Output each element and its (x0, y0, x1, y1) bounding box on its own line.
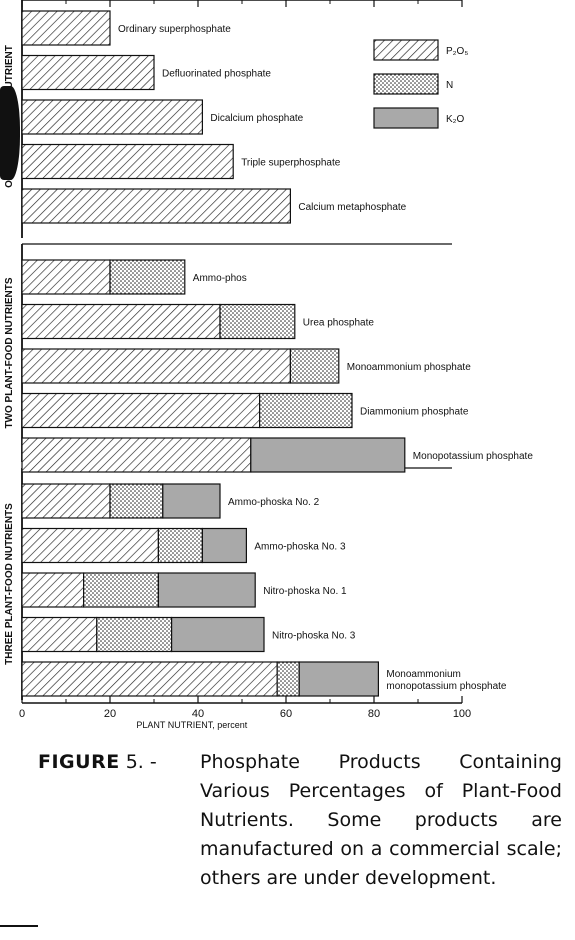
bar-label-ammo-phos: Ammo-phos (193, 273, 247, 284)
legend-label-p2o5: P₂O₅ (446, 46, 468, 57)
bar-segment-k2o (157, 572, 256, 608)
bar-label-ammo-phoska-no-2: Ammo-phoska No. 2 (228, 497, 320, 508)
bars: Ordinary superphosphate Defluorinated pho… (21, 10, 534, 697)
bar-segment-p2o5 (21, 259, 111, 295)
bar-segment-n (289, 348, 340, 384)
bar-segment-n (109, 259, 186, 295)
bar-label-dicalcium-phosphate: Dicalcium phosphate (210, 113, 303, 124)
bar-segment-p2o5 (21, 437, 252, 473)
bar-segment-p2o5 (21, 392, 261, 429)
stacked-bar-chart: ONE PLANT-FOOD NUTRIENTTWO PLANT-FOOD NU… (4, 0, 534, 730)
ink-blot (0, 86, 20, 180)
bar-segment-n (276, 661, 300, 697)
bar-label-monoammonium-monopotassium-phosphate: Monoammonium monopotassium phosphate (386, 669, 507, 692)
x-tick-label: 20 (104, 708, 116, 720)
bar-label-urea-phosphate: Urea phosphate (303, 318, 375, 329)
footer-rule (0, 925, 38, 927)
bar-segment-p2o5 (21, 143, 234, 180)
bar-segment-p2o5 (21, 661, 278, 697)
x-axis-title: PLANT NUTRIENT, percent (136, 720, 247, 730)
bar-label-ammo-phoska-no-3: Ammo-phoska No. 3 (254, 542, 346, 553)
bar-segment-n (96, 616, 173, 653)
bar-label-calcium-metaphosphate: Calcium metaphosphate (298, 202, 406, 213)
legend: P₂O₅ N K₂O (373, 39, 468, 129)
caption-figure-label: FIGURE (38, 751, 120, 773)
bar-segment-n (219, 303, 296, 340)
bar-label-triple-superphosphate: Triple superphosphate (241, 158, 341, 169)
bar-segment-n (259, 392, 353, 429)
bar-segment-n (157, 527, 203, 564)
legend-label-n: N (446, 80, 453, 91)
bar-segment-p2o5 (21, 348, 291, 384)
caption-text: Phosphate Products Containing Various Pe… (200, 751, 562, 889)
x-tick-label: 40 (192, 708, 204, 720)
caption-figure-number: 5. - (125, 751, 157, 773)
x-tick-label: 100 (453, 708, 471, 720)
bar-segment-p2o5 (21, 616, 98, 653)
bar-segment-k2o (201, 527, 247, 564)
bar-segment-p2o5 (21, 572, 85, 608)
caption-head: FIGURE 5. - (38, 748, 157, 777)
bar-segment-p2o5 (21, 10, 111, 46)
bar-segment-p2o5 (21, 303, 221, 340)
bar-segment-k2o (298, 661, 380, 697)
bar-segment-p2o5 (21, 483, 111, 519)
bar-segment-p2o5 (21, 99, 203, 135)
bar-label-monopotassium-phosphate: Monopotassium phosphate (413, 451, 534, 462)
group-label: TWO PLANT-FOOD NUTRIENTS (4, 277, 15, 428)
bar-segment-n (82, 572, 160, 608)
legend-swatch-n (373, 73, 439, 95)
x-tick-label: 80 (368, 708, 380, 720)
x-axis: 0 20 40 60 80 100 PLANT NUTRIENT, percent (19, 0, 471, 730)
bar-segment-p2o5 (21, 54, 155, 91)
legend-label-k2o: K₂O (446, 114, 465, 125)
bar-label-monoammonium-phosphate: Monoammonium phosphate (347, 362, 471, 373)
bar-label-nitro-phoska-no-3: Nitro-phoska No. 3 (272, 631, 356, 642)
x-tick-label: 0 (19, 708, 25, 720)
bar-segment-k2o (250, 437, 406, 473)
bar-label-defluorinated-phosphate: Defluorinated phosphate (162, 69, 271, 80)
bar-segment-p2o5 (21, 527, 159, 564)
bar-segment-k2o (162, 483, 221, 519)
bar-segment-k2o (171, 616, 265, 653)
bar-segment-p2o5 (21, 188, 291, 224)
legend-swatch-k2o (373, 107, 439, 129)
legend-swatch-p2o5 (373, 39, 439, 61)
bar-label-ordinary-superphosphate: Ordinary superphosphate (118, 24, 231, 35)
bar-label-nitro-phoska-no-1: Nitro-phoska No. 1 (263, 586, 347, 597)
bar-label-diammonium-phosphate: Diammonium phosphate (360, 407, 469, 418)
bar-segment-n (109, 483, 164, 519)
x-tick-label: 60 (280, 708, 292, 720)
group-label: THREE PLANT-FOOD NUTRIENTS (4, 503, 15, 665)
